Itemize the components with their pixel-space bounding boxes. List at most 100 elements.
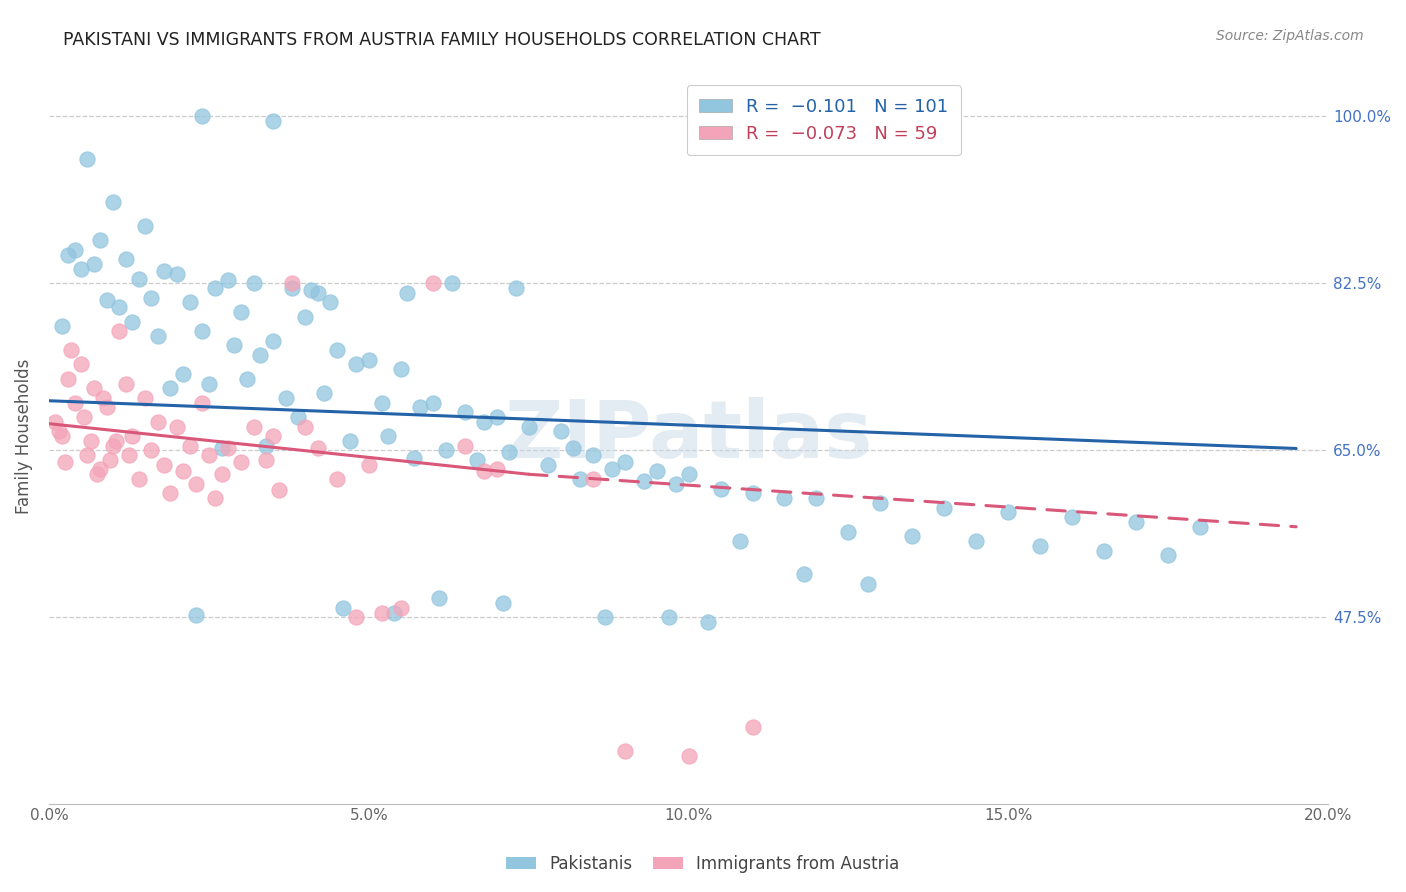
Point <box>229 305 252 319</box>
Point <box>51 319 73 334</box>
Point <box>389 601 412 615</box>
Point <box>312 386 335 401</box>
Point <box>89 462 111 476</box>
Point <box>121 314 143 328</box>
Point <box>281 281 304 295</box>
Point <box>613 455 636 469</box>
Point <box>472 415 495 429</box>
Point <box>678 467 700 482</box>
Point <box>76 152 98 166</box>
Point <box>581 472 603 486</box>
Point <box>678 748 700 763</box>
Point <box>454 439 477 453</box>
Point <box>159 381 181 395</box>
Point <box>51 429 73 443</box>
Point <box>191 109 214 123</box>
Point <box>562 442 585 456</box>
Point <box>326 472 349 486</box>
Point <box>63 243 86 257</box>
Point <box>269 483 291 498</box>
Point <box>645 464 668 478</box>
Point <box>83 381 105 395</box>
Point <box>114 376 136 391</box>
Point <box>166 419 188 434</box>
Point <box>56 248 79 262</box>
Point <box>86 467 108 482</box>
Point <box>118 448 141 462</box>
Point <box>287 409 309 424</box>
Point <box>485 462 508 476</box>
Point <box>332 601 354 615</box>
Point <box>467 453 489 467</box>
Point <box>422 395 444 409</box>
Point <box>128 472 150 486</box>
Point <box>326 343 349 358</box>
Point <box>568 472 591 486</box>
Point <box>70 262 93 277</box>
Point <box>1062 510 1084 524</box>
Point <box>108 300 131 314</box>
Point <box>76 448 98 462</box>
Point <box>307 285 329 300</box>
Point <box>172 464 194 478</box>
Point <box>299 283 322 297</box>
Point <box>472 464 495 478</box>
Point <box>498 445 520 459</box>
Point <box>485 409 508 424</box>
Point <box>249 348 271 362</box>
Point <box>537 458 560 472</box>
Point <box>198 376 221 391</box>
Point <box>236 372 259 386</box>
Point <box>70 358 93 372</box>
Point <box>294 419 316 434</box>
Point <box>1157 549 1180 563</box>
Point <box>262 334 284 348</box>
Point <box>242 419 264 434</box>
Point <box>517 419 540 434</box>
Point <box>146 415 169 429</box>
Point <box>184 607 207 622</box>
Point <box>217 442 239 456</box>
Point <box>159 486 181 500</box>
Point <box>204 281 226 295</box>
Point <box>91 391 114 405</box>
Point <box>370 606 392 620</box>
Point <box>1092 543 1115 558</box>
Point <box>319 295 342 310</box>
Point <box>344 358 367 372</box>
Point <box>191 395 214 409</box>
Point <box>134 391 156 405</box>
Point <box>965 534 987 549</box>
Point <box>101 439 124 453</box>
Point <box>229 455 252 469</box>
Point <box>114 252 136 267</box>
Point <box>633 474 655 488</box>
Point <box>709 482 731 496</box>
Point <box>211 442 233 456</box>
Point <box>73 409 96 424</box>
Point <box>856 577 879 591</box>
Point <box>262 114 284 128</box>
Point <box>281 277 304 291</box>
Point <box>134 219 156 233</box>
Point <box>344 610 367 624</box>
Point <box>204 491 226 505</box>
Point <box>869 496 891 510</box>
Text: Source: ZipAtlas.com: Source: ZipAtlas.com <box>1216 29 1364 43</box>
Point <box>105 434 128 448</box>
Point <box>382 606 405 620</box>
Point <box>166 267 188 281</box>
Point <box>172 367 194 381</box>
Point <box>434 443 457 458</box>
Point <box>79 434 101 448</box>
Point <box>53 455 76 469</box>
Point <box>402 450 425 465</box>
Legend: R =  −0.101   N = 101, R =  −0.073   N = 59: R = −0.101 N = 101, R = −0.073 N = 59 <box>686 85 960 155</box>
Point <box>422 277 444 291</box>
Point <box>83 257 105 271</box>
Point <box>370 395 392 409</box>
Point <box>440 277 463 291</box>
Point <box>396 285 419 300</box>
Point <box>357 352 380 367</box>
Point <box>773 491 796 505</box>
